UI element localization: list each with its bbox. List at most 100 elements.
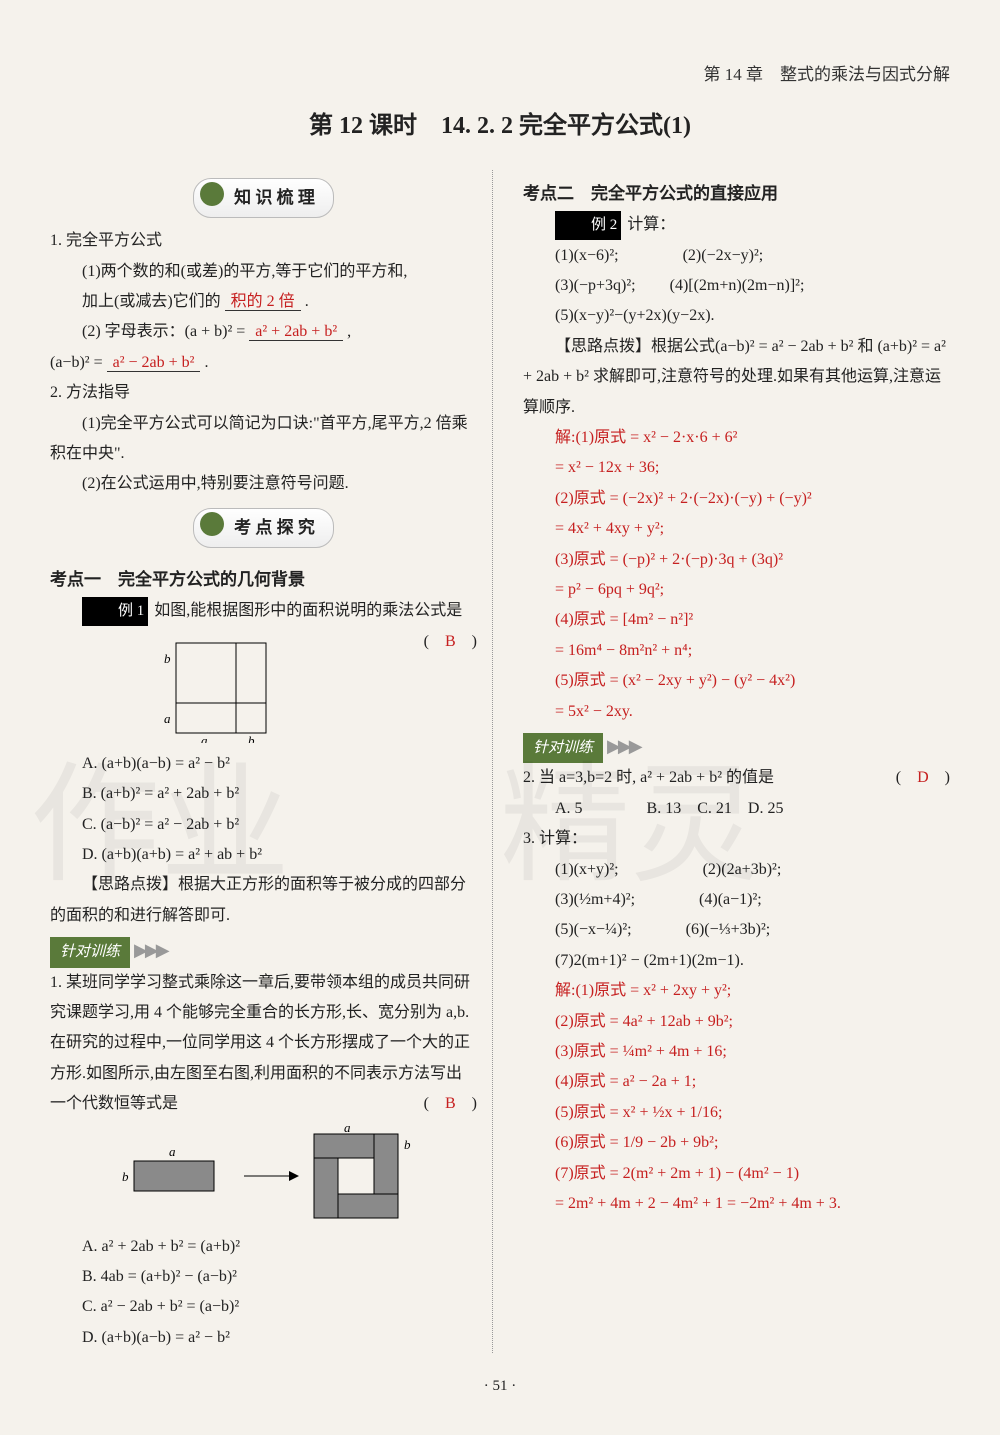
text: (4)(a−1)²;: [699, 891, 762, 908]
section-knowledge: 知 识 梳 理: [193, 178, 334, 218]
kaodian-1-title: 考点一 完全平方公式的几何背景: [50, 564, 477, 596]
text: 2. 当 a=3,b=2 时, a² + 2ab + b² 的值是: [523, 769, 774, 786]
solution: (7)原式 = 2(m² + 2m + 1) − (4m² − 1): [523, 1159, 950, 1189]
example-1: 例 1 如图,能根据图形中的面积说明的乘法公式是 ( B ): [50, 596, 477, 626]
solution: 解:(1)原式 = x² + 2xy + y²;: [523, 976, 950, 1006]
solution: (3)原式 = (−p)² + 2·(−p)·3q + (3q)²: [523, 545, 950, 575]
svg-text:a: a: [344, 1126, 351, 1135]
solution: (3)原式 = ¼m² + 4m + 16;: [523, 1037, 950, 1067]
question-2: 2. 当 a=3,b=2 时, a² + 2ab + b² 的值是 ( D ): [523, 763, 950, 793]
text: (2) 字母表示：(a + b)² =: [82, 323, 245, 340]
solution: (2)原式 = 4a² + 12ab + 9b²;: [523, 1007, 950, 1037]
option-d: D. (a+b)(a+b) = a² + ab + b²: [50, 840, 477, 870]
problem-row: (3)(½m+4)²; (4)(a−1)²;: [523, 885, 950, 915]
text: (3)(½m+4)²;: [555, 891, 635, 908]
option-a: A. a² + 2ab + b² = (a+b)²: [50, 1232, 477, 1262]
solution: = 4x² + 4xy + y²;: [523, 514, 950, 544]
solution: = 5x² − 2xy.: [523, 697, 950, 727]
svg-text:a: a: [169, 1144, 176, 1159]
solution: = p² − 6pq + 9q²;: [523, 575, 950, 605]
fill-blank: a² − 2ab + b²: [107, 354, 201, 372]
text: (a−b)² =: [50, 354, 103, 371]
solution: = 16m⁴ − 8m²n² + n⁴;: [523, 636, 950, 666]
solution: (2)原式 = (−2x)² + 2·(−2x)·(−y) + (−y)²: [523, 484, 950, 514]
example-2: 例 2 计算：: [523, 210, 950, 240]
text: 如图,能根据图形中的面积说明的乘法公式是: [154, 602, 462, 619]
practice-label: 针对训练: [523, 733, 603, 764]
text: (2)(−2x−y)²;: [683, 247, 764, 264]
heading-1: 1. 完全平方公式: [50, 226, 477, 256]
section-kaodian: 考 点 探 究: [193, 508, 334, 548]
text: (2)(2a+3b)²;: [703, 861, 782, 878]
solution: (4)原式 = a² − 2a + 1;: [523, 1067, 950, 1097]
answer: B: [445, 1095, 456, 1112]
figure-square-ab: b a a b: [146, 633, 296, 743]
text: (1)(x−6)²;: [555, 247, 619, 264]
svg-text:a: a: [164, 711, 171, 726]
solution: (6)原式 = 1/9 − 2b + 9b²;: [523, 1128, 950, 1158]
page-number: · 51 ·: [50, 1378, 950, 1395]
svg-text:b: b: [122, 1169, 129, 1184]
solution: = 2m² + 4m + 2 − 4m² + 1 = −2m² + 4m + 3…: [523, 1189, 950, 1219]
problem-row: (5)(−x−¼)²; (6)(−⅓+3b)²;: [523, 915, 950, 945]
arrow-icon: ▶▶▶: [607, 729, 640, 763]
option-b: B. 4ab = (a+b)² − (a−b)²: [50, 1262, 477, 1292]
page-title: 第 12 课时 14. 2. 2 完全平方公式(1): [50, 105, 950, 140]
option-d: D. (a+b)(a−b) = a² − b²: [50, 1323, 477, 1353]
text: .: [305, 293, 309, 310]
practice-label: 针对训练: [50, 937, 130, 968]
text: 加上(或减去)它们的: [82, 293, 221, 310]
arrow-icon: ▶▶▶: [134, 933, 167, 967]
kaodian-2-title: 考点二 完全平方公式的直接应用: [523, 178, 950, 210]
text: (1)完全平方公式可以简记为口诀:"首平方,尾平方,2 倍乘积在中央".: [50, 409, 477, 470]
text: ,: [347, 323, 351, 340]
example-label: 例 1: [82, 597, 148, 626]
option-b: B. (a+b)² = a² + 2ab + b²: [50, 779, 477, 809]
option-c: C. a² − 2ab + b² = (a−b)²: [50, 1292, 477, 1322]
option-a: A. (a+b)(a−b) = a² − b²: [50, 749, 477, 779]
text: 计算：: [627, 216, 675, 233]
problem-row: (3)(−p+3q)²; (4)[(2m+n)(2m−n)]²;: [523, 271, 950, 301]
formula-line: (a−b)² = a² − 2ab + b² .: [50, 348, 477, 378]
problem-row: (7)2(m+1)² − (2m+1)(2m−1).: [523, 946, 950, 976]
problem-row: (1)(x−6)²; (2)(−2x−y)²;: [523, 241, 950, 271]
svg-text:b: b: [404, 1137, 411, 1152]
svg-text:a: a: [201, 733, 208, 743]
answer: D: [917, 769, 929, 786]
svg-text:b: b: [164, 651, 171, 666]
left-column: 知 识 梳 理 1. 完全平方公式 (1)两个数的和(或差)的平方,等于它们的平…: [50, 170, 493, 1353]
fill-blank: a² + 2ab + b²: [249, 323, 343, 341]
problem-row: (1)(x+y)²; (2)(2a+3b)²;: [523, 855, 950, 885]
solution: (4)原式 = [4m² − n²]²: [523, 605, 950, 635]
chapter-header: 第 14 章 整式的乘法与因式分解: [50, 60, 950, 85]
text: 加上(或减去)它们的 积的 2 倍 .: [50, 287, 477, 317]
question-1: 1. 某班同学学习整式乘除这一章后,要带领本组的成员共同研究课题学习,用 4 个…: [50, 968, 477, 1120]
fill-blank: 积的 2 倍: [225, 293, 301, 311]
hint-text: 【思路点拨】根据公式(a−b)² = a² − 2ab + b² 和 (a+b)…: [523, 332, 950, 423]
solution: (5)原式 = (x² − 2xy + y²) − (y² − 4x²): [523, 666, 950, 696]
text: (1)两个数的和(或差)的平方,等于它们的平方和,: [50, 257, 477, 287]
problem-row: (5)(x−y)²−(y+2x)(y−2x).: [523, 301, 950, 331]
text: (5)(−x−¼)²;: [555, 921, 632, 938]
solution: = x² − 12x + 36;: [523, 453, 950, 483]
solution: 解:(1)原式 = x² − 2·x·6 + 6²: [523, 423, 950, 453]
text: (2)在公式运用中,特别要注意符号问题.: [50, 469, 477, 499]
right-column: 考点二 完全平方公式的直接应用 例 2 计算： (1)(x−6)²; (2)(−…: [518, 170, 950, 1353]
hint-text: 【思路点拨】根据大正方形的面积等于被分成的四部分的面积的和进行解答即可.: [50, 870, 477, 931]
figure-four-rects: a b a b: [104, 1126, 424, 1226]
formula-line: (2) 字母表示：(a + b)² = a² + 2ab + b² ,: [50, 317, 477, 347]
text: 1. 某班同学学习整式乘除这一章后,要带领本组的成员共同研究课题学习,用 4 个…: [50, 974, 470, 1113]
options-row: A. 5 B. 13 C. 21 D. 25: [523, 794, 950, 824]
heading-2: 2. 方法指导: [50, 378, 477, 408]
option-c: C. (a−b)² = a² − 2ab + b²: [50, 810, 477, 840]
solution: (5)原式 = x² + ½x + 1/16;: [523, 1098, 950, 1128]
question-3: 3. 计算：: [523, 824, 950, 854]
text: (6)(−⅓+3b)²;: [686, 921, 771, 938]
text: (1)(x+y)²;: [555, 861, 619, 878]
example-label: 例 2: [555, 211, 621, 240]
svg-text:b: b: [248, 733, 255, 743]
text: (4)[(2m+n)(2m−n)]²;: [670, 277, 805, 294]
text: (3)(−p+3q)²;: [555, 277, 636, 294]
answer: B: [445, 633, 456, 650]
text: .: [204, 354, 208, 371]
